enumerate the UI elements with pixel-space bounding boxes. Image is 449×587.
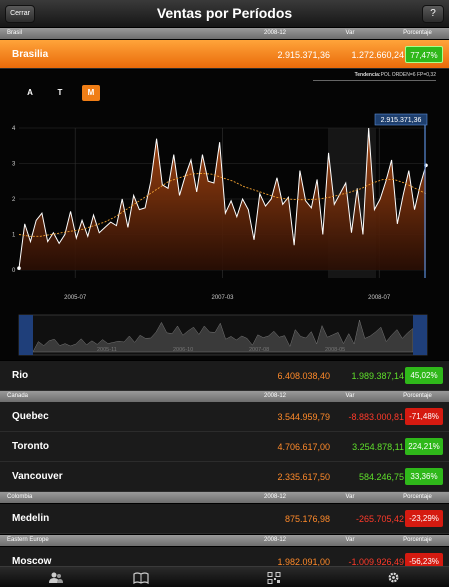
section-header-canada: Canada 2008-12 Var Porcentaje [0, 391, 449, 402]
area-fill [19, 128, 426, 270]
table-row-toronto[interactable]: Toronto 4.706.617,00 3.254.878,11 224,21… [0, 432, 449, 462]
section-name: Brasil [7, 30, 23, 36]
row-var: 1.989.387,14 [351, 371, 404, 381]
row-var: -265.705,42 [355, 514, 404, 524]
column-period: 2008-12 [263, 537, 287, 543]
row-value: 4.706.617,00 [277, 442, 330, 452]
section-name: Canada [7, 393, 29, 399]
page-title: Ventas por Períodos [156, 5, 293, 21]
row-pct-badge: -71,48% [405, 408, 443, 425]
section-header-eastern-europe: Eastern Europe 2008-12 Var Porcentaje [0, 535, 449, 546]
qr-code-icon [267, 571, 281, 584]
x-tick-label: 2008-07 [368, 295, 391, 301]
y-tick-label: 1 [12, 233, 16, 239]
row-name: Vancouver [12, 471, 63, 482]
navigator-series [32, 319, 414, 353]
row-var: 584.246,75 [358, 472, 404, 482]
row-pct-badge: 33,36% [405, 468, 443, 485]
row-pct-badge: 224,21% [405, 438, 443, 455]
row-var: -8.883.000,81 [348, 412, 404, 422]
divider [313, 80, 436, 81]
navigator-tick-label: 2006-10 [173, 347, 193, 353]
tab-annual[interactable]: A [27, 88, 33, 97]
series-line [18, 127, 427, 269]
x-tick-label: 2005-07 [64, 295, 87, 301]
section-name: Colombia [7, 494, 33, 500]
column-pct: Porcentaje [403, 393, 432, 399]
row-name: Rio [12, 370, 29, 381]
navigator-tick-label: 2007-08 [249, 347, 269, 353]
tab-trimester[interactable]: T [57, 88, 63, 97]
navigator-tick-label: 2005-11 [97, 347, 117, 353]
column-var: Var [345, 494, 355, 500]
row-value: 2.915.371,36 [277, 50, 330, 60]
row-name: Brasilia [12, 49, 49, 60]
trend-label-value: POL ORDEN=6 FP=0,32 [380, 72, 436, 78]
data-point [17, 266, 21, 271]
tab-settings[interactable] [383, 569, 403, 586]
table-row-rio[interactable]: Rio 6.408.038,40 1.989.387,14 45,02% [0, 361, 449, 391]
tab-users[interactable] [46, 569, 66, 586]
tab-catalog[interactable] [131, 569, 151, 586]
y-tick-label: 4 [12, 126, 16, 132]
column-pct: Porcentaje [403, 537, 432, 543]
section-name: Eastern Europe [7, 537, 49, 543]
tab-bar [0, 566, 449, 587]
row-var: 1.272.660,24 [351, 50, 404, 60]
row-value: 6.408.038,40 [277, 371, 330, 381]
row-name: Moscow [12, 556, 52, 567]
close-button[interactable]: Cerrar [5, 5, 35, 23]
section-header-brasil: Brasil 2008-12 Var Porcentaje [0, 28, 449, 39]
section-header-colombia: Colombia 2008-12 Var Porcentaje [0, 492, 449, 503]
row-pct-badge: 77,47% [405, 46, 443, 63]
column-var: Var [345, 393, 355, 399]
column-var: Var [345, 537, 355, 543]
navigator-handle-right[interactable] [413, 315, 427, 355]
navigator-handle-left[interactable] [19, 315, 33, 355]
line-chart[interactable]: 4 3 2 1 0 2005-07 2007-03 2008-07 2.915.371,36… [0, 70, 449, 360]
column-period: 2008-12 [263, 494, 287, 500]
column-pct: Porcentaje [403, 494, 432, 500]
trend-label-key: Tendencia: [354, 72, 381, 78]
row-pct-badge: -56,23% [405, 553, 443, 570]
row-name: Toronto [12, 441, 50, 452]
tab-monthly[interactable]: M [82, 85, 100, 101]
row-value: 1.982.091,00 [277, 557, 330, 567]
x-tick-label: 2007-03 [211, 295, 234, 301]
y-tick-label: 3 [12, 162, 16, 168]
row-value: 2.335.617,50 [277, 472, 330, 482]
row-value: 3.544.959,79 [277, 412, 330, 422]
column-var: Var [345, 30, 355, 36]
column-period: 2008-12 [263, 393, 287, 399]
users-icon [49, 572, 63, 583]
callout-box [374, 113, 428, 126]
table-row-brasilia[interactable]: Brasilia 2.915.371,36 1.272.660,24 77,47… [0, 40, 449, 69]
tab-scanner[interactable] [264, 569, 284, 586]
row-name: Quebec [12, 411, 49, 422]
trend-label: Tendencia:POL ORDEN=6 FP=0,32 [355, 72, 436, 78]
column-period: 2008-12 [263, 30, 287, 36]
y-tick-label: 2 [12, 197, 16, 203]
table-row-medelin[interactable]: Medelin 875.176,98 -265.705,42 -23,29% [0, 504, 449, 534]
y-tick-label: 0 [12, 268, 16, 274]
column-pct: Porcentaje [403, 30, 432, 36]
navigator-tick-label: 2008-05 [325, 347, 345, 353]
book-icon [133, 571, 149, 584]
callout-value: 2.915.371,36 [381, 117, 422, 124]
row-var: -1.009.926,49 [348, 557, 404, 567]
gear-icon [388, 572, 398, 583]
table-row-quebec[interactable]: Quebec 3.544.959,79 -8.883.000,81 -71,48… [0, 402, 449, 432]
row-value: 875.176,98 [284, 514, 330, 524]
table-row-vancouver[interactable]: Vancouver 2.335.617,50 584.246,75 33,36% [0, 462, 449, 492]
help-button[interactable]: ? [422, 5, 444, 23]
row-name: Medelin [12, 513, 50, 524]
navigation-bar: Cerrar Ventas por Períodos ? [0, 0, 449, 28]
row-var: 3.254.878,11 [352, 442, 404, 452]
row-pct-badge: 45,02% [405, 367, 443, 384]
row-pct-badge: -23,29% [405, 510, 443, 527]
